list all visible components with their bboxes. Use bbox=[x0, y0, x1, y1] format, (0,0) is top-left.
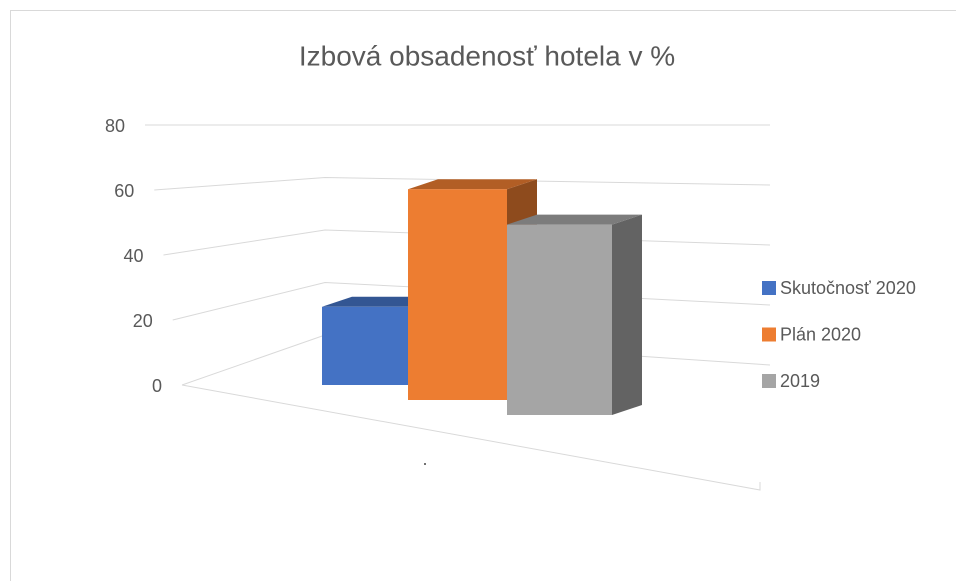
y-tick-label: 40 bbox=[123, 246, 143, 266]
legend-label: 2019 bbox=[780, 371, 820, 391]
bar bbox=[507, 224, 612, 415]
legend-swatch bbox=[762, 281, 776, 295]
bar-top bbox=[408, 179, 537, 190]
grid-line bbox=[154, 176, 771, 191]
bar-top bbox=[507, 214, 642, 225]
x-tick-label: . bbox=[422, 449, 427, 469]
legend-label: Plán 2020 bbox=[780, 324, 861, 344]
bar bbox=[408, 189, 507, 400]
bar bbox=[322, 306, 408, 385]
legend-swatch bbox=[762, 327, 776, 342]
chart-title: Izbová obsadenosť hotela v % bbox=[299, 40, 675, 71]
y-tick-label: 80 bbox=[105, 116, 125, 136]
legend-label: Skutočnosť 2020 bbox=[780, 278, 916, 298]
floor-edge bbox=[181, 384, 761, 491]
y-tick-label: 0 bbox=[152, 376, 162, 396]
legend-swatch bbox=[762, 374, 776, 388]
y-tick-label: 60 bbox=[114, 181, 134, 201]
bar-side bbox=[612, 214, 642, 415]
y-tick-label: 20 bbox=[133, 311, 153, 331]
